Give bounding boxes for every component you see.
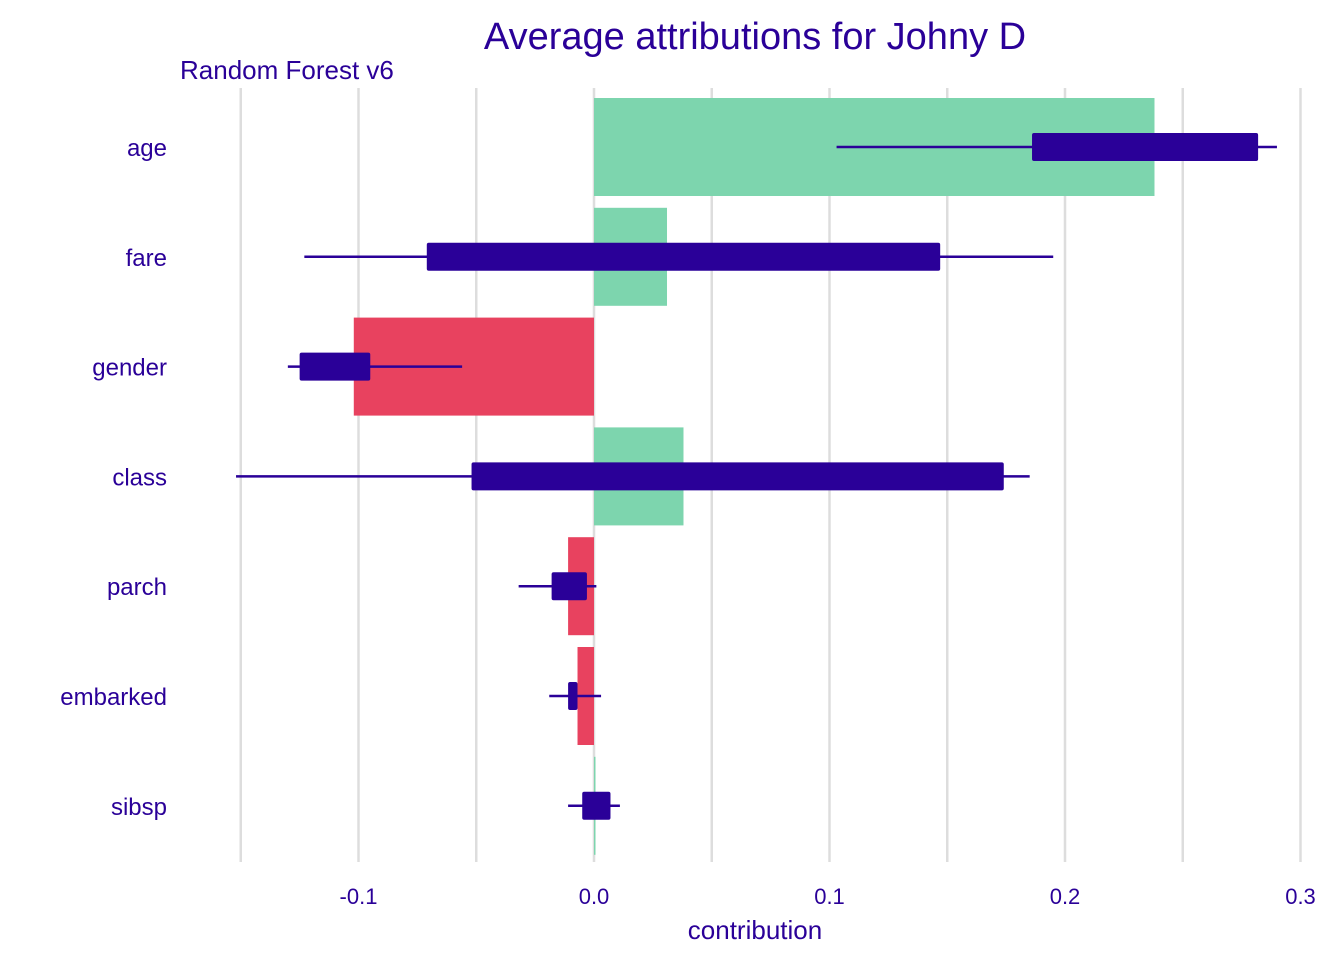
x-tick-label: -0.1 xyxy=(340,884,378,909)
boxplot-box xyxy=(426,242,941,271)
category-label: parch xyxy=(107,574,167,601)
boxplot-box xyxy=(471,462,1004,491)
x-axis-label: contribution xyxy=(688,915,822,945)
chart-title: Average attributions for Johny D xyxy=(484,16,1026,58)
boxplots xyxy=(236,133,1277,820)
category-label: gender xyxy=(92,355,167,382)
boxplot-box xyxy=(299,352,371,381)
boxplot-box xyxy=(582,791,611,820)
boxplot-box xyxy=(1032,133,1259,161)
x-tick-label: 0.1 xyxy=(814,884,845,909)
x-tick-label: 0.0 xyxy=(579,884,610,909)
boxplot-box xyxy=(551,572,587,601)
chart-subtitle: Random Forest v6 xyxy=(180,55,394,85)
category-label: class xyxy=(112,464,167,491)
boxplot-box xyxy=(568,682,578,710)
x-tick-labels: -0.1 0.0 0.1 0.2 0.3 xyxy=(340,884,1316,909)
category-label: embarked xyxy=(60,684,167,711)
category-label: age xyxy=(127,135,167,162)
x-tick-label: 0.2 xyxy=(1050,884,1081,909)
category-label: sibsp xyxy=(111,794,167,821)
category-label: fare xyxy=(126,245,167,272)
category-labels: age fare gender class parch embarked sibsp xyxy=(60,135,167,821)
x-tick-label: 0.3 xyxy=(1285,884,1316,909)
